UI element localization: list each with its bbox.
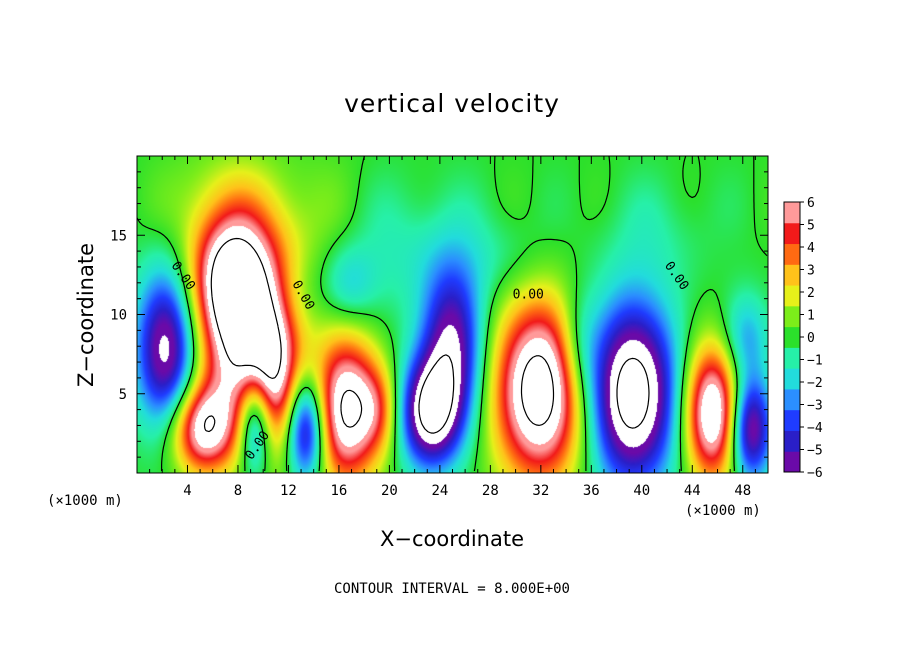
x-tick-label: 24 [431,483,448,499]
x-unit-label-left: (×1000 m) [47,493,123,509]
colorbar-swatch [784,326,800,348]
plot-area: 0.000.00 0.000.000.00 4 8 12 16 20 24 28 32 36 40 4… [110,155,769,499]
colorbar-tick-label: 3 [807,264,815,279]
colorbar-tick-label: 1 [807,309,815,324]
x-tick-label: 8 [234,483,242,499]
colorbar-tick-labels: 6 5 4 3 2 1 0 −1 −2 −3 −4 −5 −6 [800,196,823,481]
colorbar-swatch [784,243,800,265]
colorbar-tick-label: −6 [807,466,823,481]
colorbar-swatch [784,451,800,473]
colorbar-tick-label: −2 [807,376,823,391]
contour-line-negative [418,354,650,434]
colorbar-swatch [784,347,800,369]
velocity-heatmap [137,156,768,473]
contour-interval-note: CONTOUR INTERVAL = 8.000E+00 [334,581,570,597]
x-tick-label: 16 [330,483,347,499]
x-tick-label: 12 [280,483,297,499]
colorbar-tick-label: 2 [807,286,815,301]
colorbar-swatch [784,285,800,307]
x-axis-label: X−coordinate [380,527,524,551]
colorbar-tick-label: 4 [807,241,815,256]
colorbar [783,201,801,473]
x-axis-ticks: 4 8 12 16 20 24 28 32 36 40 44 48 [149,156,756,499]
x-tick-label: 36 [583,483,600,499]
x-tick-label: 20 [381,483,398,499]
contour-label: 0.00 [513,288,544,303]
colorbar-tick-label: −3 [807,399,823,414]
colorbar-swatch [784,264,800,286]
colorbar-swatch [784,430,800,452]
colorbar-swatch [784,222,800,245]
chart-title: vertical velocity [344,89,560,118]
colorbar-tick-label: 6 [807,196,815,211]
colorbar-tick-label: −1 [807,354,823,369]
x-tick-label: 32 [532,483,549,499]
x-tick-label: 40 [633,483,650,499]
x-tick-label: 4 [183,483,191,499]
colorbar-tick-label: −4 [807,421,823,436]
x-tick-label: 44 [684,483,701,499]
y-tick-label: 15 [110,228,127,244]
colorbar-swatch [784,409,800,431]
y-tick-label: 5 [119,387,127,403]
y-tick-label: 10 [110,308,127,324]
colorbar-tick-label: 5 [807,219,815,234]
colorbar-swatch [784,305,800,328]
x-tick-label: 48 [734,483,751,499]
y-axis-label: Z−coordinate [74,243,98,387]
x-tick-label: 28 [482,483,499,499]
x-unit-label-right: (×1000 m) [685,503,761,519]
colorbar-swatch [784,368,800,390]
zero-contour-lines [136,155,768,472]
colorbar-tick-label: 0 [807,331,815,346]
y-axis-ticks: 5 10 15 [110,171,768,458]
colorbar-tick-label: −5 [807,444,823,459]
colorbar-swatch [784,388,800,411]
contour-line-positive [203,237,555,433]
colorbar-swatch [784,202,800,224]
